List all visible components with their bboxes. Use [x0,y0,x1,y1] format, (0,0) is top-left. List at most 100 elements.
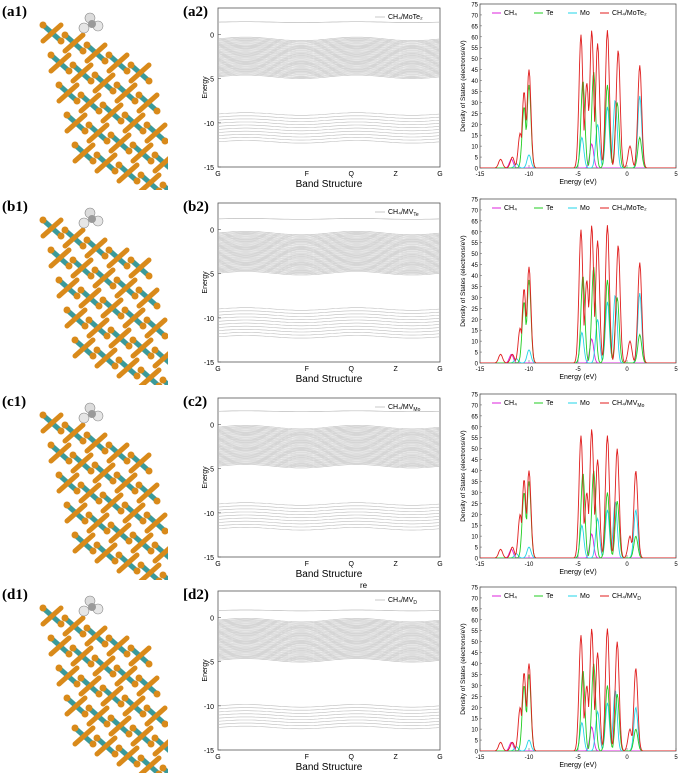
dos-ytick: 65 [471,219,478,225]
bs-kpoint: G [437,754,442,761]
band-structure-chart: 0 -5 -10 -15 G F Q Z G Band Structure Energy CH₄/MV… [198,585,450,775]
dos-xtick: -5 [575,755,581,761]
bs-ytick: -5 [208,77,214,84]
bs-kpoint: G [215,366,220,373]
structure-image [39,12,185,205]
panel-label-bands: [d2) [183,587,209,603]
dos-frame [479,198,677,364]
dos-ytick: 65 [471,24,478,30]
bs-kpoint: G [437,366,442,373]
band-structure-chart: 0 -5 -10 -15 G F Q Z G Band Structure Energy CH₄/MV… [198,392,450,582]
dos-legend-item: Mo [580,593,590,600]
dos-ch4-line [480,532,676,558]
bs-kpoint: F [305,171,309,178]
dos-ytick: 15 [471,134,478,140]
band-structure-chart: 0 -5 -10 -15 G F Q Z G Band Structure Energy CH₄/Mo… [198,2,450,192]
bs-kpoint: Z [393,754,398,761]
dos-te-line [480,72,676,168]
structure-panel [18,390,185,595]
bs-xlabel: Band Structure [296,179,363,190]
dos-xtick: 5 [674,172,678,178]
band-lines [218,609,440,730]
dos-ytick: 0 [475,557,479,563]
dos-ytick: 60 [471,35,478,41]
dos-xtick: -10 [525,755,534,761]
dos-ytick: 40 [471,662,478,668]
dos-ytick: 50 [471,640,478,646]
bs-xlabel: Band Structure [296,374,363,385]
dos-ytick: 35 [471,285,478,291]
dos-xlabel: Energy (eV) [559,762,596,769]
dos-ytick: 5 [475,739,479,745]
dos-ytick: 30 [471,296,478,302]
dos-ytick: 35 [471,673,478,679]
bs-kpoint: F [305,366,309,373]
dos-ytick: 75 [471,586,478,592]
dos-chart: 0 5 10 15 20 25 30 35 40 45 50 55 60 65 70 75 -15 -10 -5 0 5… [458,0,680,190]
bs-ylabel: Energy [202,466,209,489]
dos-legend-item: CH₄/MVD [612,593,641,602]
dos-ytick: 75 [471,393,478,399]
bs-ytick: 0 [210,616,214,623]
dos-ytick: 60 [471,618,478,624]
structure-image [39,595,184,780]
dos-ytick: 0 [475,362,479,368]
dos-legend-item: CH₄ [504,400,517,407]
dos-ytick: 25 [471,112,478,118]
dos-xlabel: Energy (eV) [559,569,596,576]
dos-ytick: 20 [471,513,478,519]
dos-ch4-line [480,725,676,751]
band-lines [218,218,440,339]
dos-legend-item: Mo [580,400,590,407]
panel-label-bands: (b2) [183,199,209,215]
dos-xtick: 5 [674,562,678,568]
dos-ytick: 75 [471,3,478,9]
dos-xtick: 5 [674,367,678,373]
bs-ylabel: Energy [202,76,209,99]
dos-ytick: 25 [471,307,478,313]
dos-ytick: 25 [471,502,478,508]
dos-xtick: -15 [476,172,485,178]
dos-ylabel: Density of States (electrons/eV) [460,235,467,326]
bs-kpoint: F [305,561,309,568]
bs-kpoint: G [215,171,220,178]
bs-ytick: -5 [208,467,214,474]
dos-ytick: 15 [471,329,478,335]
figure-row: (a1) (a2) 0 -5 -10 -15 G F Q Z G Band Structure Ener… [0,0,685,205]
dos-ytick: 70 [471,596,478,602]
dos-ytick: 35 [471,480,478,486]
bs-ytick: 0 [210,33,214,40]
dos-ytick: 5 [475,546,479,552]
dos-chart: 0 5 10 15 20 25 30 35 40 45 50 55 60 65 70 75 -15 -10 -5 0 5… [458,195,680,385]
dos-legend-item: Te [546,10,554,17]
bs-frame [217,590,441,751]
dos-xtick: -5 [575,172,581,178]
dos-legend-item: CH₄ [504,10,517,17]
dos-ytick: 20 [471,318,478,324]
bs-legend: CH₄/MVMo [388,404,421,413]
dos-xtick: -5 [575,367,581,373]
dos-ytick: 20 [471,706,478,712]
dos-ytick: 10 [471,728,478,734]
bs-kpoint: Q [348,754,354,761]
dos-ytick: 10 [471,340,478,346]
dos-xtick: -10 [525,367,534,373]
dos-ytick: 5 [475,156,479,162]
bs-legend: CH₄/MVTe [388,209,419,218]
panel-label-bands: (c2) [183,394,208,410]
bs-ytick: -10 [204,121,214,128]
bs-legend: CH₄/MVD [388,597,417,606]
dos-frame [479,393,677,559]
bs-ytick: -10 [204,511,214,518]
dos-ytick: 60 [471,230,478,236]
bs-frame [217,397,441,558]
band-lines [218,410,440,531]
dos-legend-item: Mo [580,10,590,17]
dos-legend-item: CH₄/MVMo [612,400,645,409]
dos-legend-item: Mo [580,205,590,212]
dos-ytick: 50 [471,447,478,453]
dos-ylabel: Density of States (electrons/eV) [460,40,467,131]
dos-ytick: 70 [471,13,478,19]
dos-ytick: 55 [471,436,478,442]
dos-xtick: -15 [476,562,485,568]
